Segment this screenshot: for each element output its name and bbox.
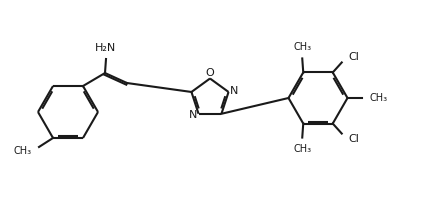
Text: N: N	[230, 86, 238, 96]
Text: H₂N: H₂N	[95, 43, 116, 53]
Text: Cl: Cl	[349, 134, 360, 144]
Text: Cl: Cl	[349, 52, 360, 62]
Text: CH₃: CH₃	[14, 146, 32, 156]
Text: N: N	[189, 110, 198, 120]
Text: CH₃: CH₃	[369, 93, 388, 103]
Text: CH₃: CH₃	[293, 42, 311, 53]
Text: O: O	[205, 68, 214, 78]
Text: CH₃: CH₃	[293, 144, 311, 154]
